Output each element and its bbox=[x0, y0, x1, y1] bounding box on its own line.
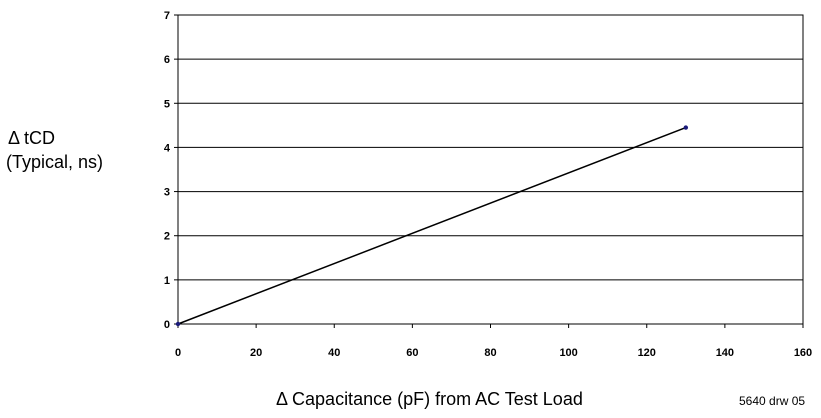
y-tick-label: 4 bbox=[164, 142, 171, 154]
x-tick-label: 40 bbox=[328, 347, 340, 359]
x-tick-label: 160 bbox=[794, 347, 812, 359]
y-tick-label: 1 bbox=[164, 275, 170, 287]
y-tick-label: 7 bbox=[164, 10, 170, 22]
y-tick-label: 3 bbox=[164, 187, 170, 199]
y-axis-label-line-1: Δ tCD bbox=[8, 128, 56, 148]
data-point bbox=[175, 321, 181, 327]
y-tick-label: 5 bbox=[164, 98, 170, 110]
x-tick-label: 20 bbox=[250, 347, 262, 359]
x-tick-label: 0 bbox=[175, 347, 181, 359]
x-tick-label: 140 bbox=[716, 347, 734, 359]
x-tick-label: 120 bbox=[638, 347, 656, 359]
drawing-id: 5640 drw 05 bbox=[739, 394, 806, 408]
data-point bbox=[683, 125, 689, 130]
y-tick-label: 0 bbox=[164, 319, 170, 331]
x-tick-label: 60 bbox=[406, 347, 418, 359]
x-tick-label: 80 bbox=[484, 347, 496, 359]
x-axis-label: Δ Capacitance (pF) from AC Test Load bbox=[276, 389, 583, 409]
y-tick-label: 2 bbox=[164, 231, 170, 243]
y-axis: 0 1 2 3 4 5 6 7 bbox=[164, 10, 178, 331]
plot-area bbox=[177, 14, 804, 325]
gridlines bbox=[178, 58, 803, 281]
x-axis: 0 20 40 60 80 100 120 140 160 bbox=[175, 324, 812, 359]
y-axis-label-line-2: (Typical, ns) bbox=[6, 152, 104, 172]
series-line-0 bbox=[177, 126, 687, 325]
y-tick-label: 6 bbox=[164, 54, 170, 66]
x-tick-label: 100 bbox=[559, 347, 577, 359]
series-group bbox=[175, 125, 689, 327]
